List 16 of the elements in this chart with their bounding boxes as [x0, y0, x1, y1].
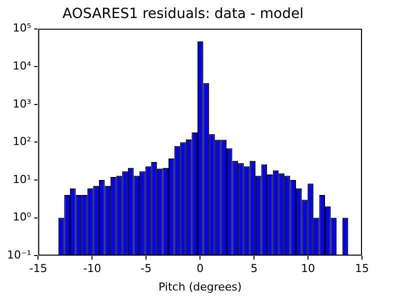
- x-axis-title: Pitch (degrees): [158, 280, 242, 294]
- chart-title: AOSARES1 residuals: data - model: [62, 6, 304, 22]
- x-tick-label: 0: [196, 262, 204, 276]
- x-tick-label: -15: [29, 262, 48, 276]
- x-tick-label: 10: [301, 262, 316, 276]
- y-tick-label: 10⁻¹: [6, 248, 32, 262]
- y-tick-label: 10²: [12, 135, 32, 148]
- y-tick-label: 10⁴: [12, 59, 32, 72]
- x-tick-label: 5: [250, 262, 258, 276]
- y-tick-label: 10¹: [12, 172, 32, 186]
- y-tick-label: 10⁵: [12, 22, 32, 35]
- x-tick-label: -5: [140, 262, 152, 276]
- y-tick-label: 10³: [12, 97, 32, 110]
- x-tick-label: 15: [355, 262, 369, 276]
- y-tick-label: 10⁰: [12, 210, 32, 224]
- x-tick-label: -10: [83, 262, 102, 276]
